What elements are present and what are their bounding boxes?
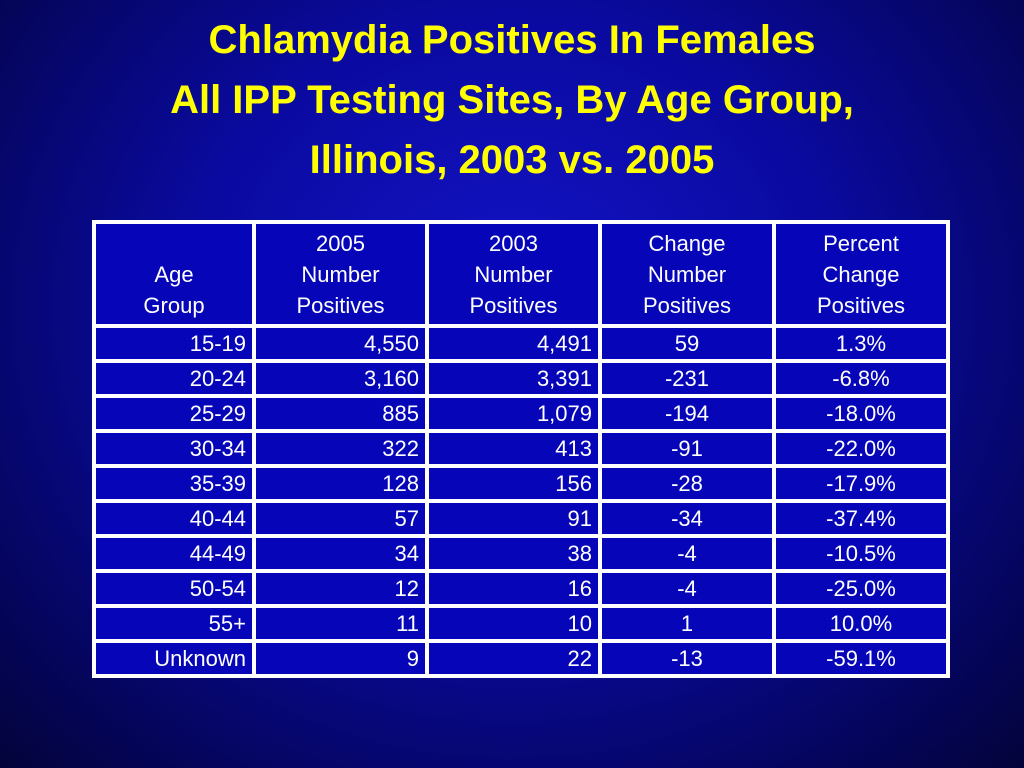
positives-2003-cell: 413 xyxy=(427,431,600,466)
header-line: Age xyxy=(154,261,194,287)
age-group-cell: 20-24 xyxy=(94,361,254,396)
positives-2003-cell: 91 xyxy=(427,501,600,536)
table-row: 25-29 885 1,079 -194 -18.0% xyxy=(94,396,948,431)
positives-2005-cell: 322 xyxy=(254,431,427,466)
age-group-cell: 40-44 xyxy=(94,501,254,536)
positives-2003-cell: 10 xyxy=(427,606,600,641)
percent-change-cell: -18.0% xyxy=(774,396,948,431)
age-group-cell: 30-34 xyxy=(94,431,254,466)
change-number-cell: -28 xyxy=(600,466,774,501)
percent-change-cell: -6.8% xyxy=(774,361,948,396)
change-number-cell: 59 xyxy=(600,326,774,361)
header-line xyxy=(102,228,246,259)
positives-2003-cell: 4,491 xyxy=(427,326,600,361)
header-line: Positives xyxy=(642,292,732,318)
header-line: Change xyxy=(822,261,900,287)
table-row: 55+ 11 10 1 10.0% xyxy=(94,606,948,641)
change-number-cell: 1 xyxy=(600,606,774,641)
positives-table: Age Group 2005 Number Positives 2003 Num… xyxy=(92,220,950,678)
positives-2005-cell: 34 xyxy=(254,536,427,571)
change-number-cell: -4 xyxy=(600,571,774,606)
header-line: Group xyxy=(143,292,205,318)
header-line: Change xyxy=(648,230,726,256)
change-number-cell: -13 xyxy=(600,641,774,676)
percent-change-cell: 10.0% xyxy=(774,606,948,641)
percent-change-cell: -10.5% xyxy=(774,536,948,571)
positives-2005-cell: 57 xyxy=(254,501,427,536)
title-line-1: Chlamydia Positives In Females xyxy=(208,18,816,62)
header-line: Positives xyxy=(469,292,558,318)
positives-2003-cell: 1,079 xyxy=(427,396,600,431)
positives-2005-cell: 4,550 xyxy=(254,326,427,361)
header-line: 2003 xyxy=(489,230,538,256)
change-number-cell: -231 xyxy=(600,361,774,396)
header-line: Positives xyxy=(296,292,385,318)
slide-title: Chlamydia Positives In Females All IPP T… xyxy=(0,10,1024,190)
table-row: 44-49 34 38 -4 -10.5% xyxy=(94,536,948,571)
header-age-group: Age Group xyxy=(94,222,254,326)
age-group-cell: Unknown xyxy=(94,641,254,676)
percent-change-cell: -37.4% xyxy=(774,501,948,536)
change-number-cell: -4 xyxy=(600,536,774,571)
positives-2003-cell: 156 xyxy=(427,466,600,501)
positives-2003-cell: 22 xyxy=(427,641,600,676)
percent-change-cell: 1.3% xyxy=(774,326,948,361)
table-row: 50-54 12 16 -4 -25.0% xyxy=(94,571,948,606)
table-row: Unknown 9 22 -13 -59.1% xyxy=(94,641,948,676)
age-group-cell: 25-29 xyxy=(94,396,254,431)
header-line: Number xyxy=(647,261,727,287)
positives-2005-cell: 3,160 xyxy=(254,361,427,396)
positives-2003-cell: 16 xyxy=(427,571,600,606)
percent-change-cell: -22.0% xyxy=(774,431,948,466)
percent-change-cell: -25.0% xyxy=(774,571,948,606)
header-percent-change: Percent Change Positives xyxy=(774,222,948,326)
header-row: Age Group 2005 Number Positives 2003 Num… xyxy=(94,222,948,326)
positives-2005-cell: 9 xyxy=(254,641,427,676)
table-row: 35-39 128 156 -28 -17.9% xyxy=(94,466,948,501)
age-group-cell: 55+ xyxy=(94,606,254,641)
age-group-cell: 44-49 xyxy=(94,536,254,571)
age-group-cell: 50-54 xyxy=(94,571,254,606)
header-line: Positives xyxy=(816,292,906,318)
table-row: 30-34 322 413 -91 -22.0% xyxy=(94,431,948,466)
header-2005: 2005 Number Positives xyxy=(254,222,427,326)
table-row: 40-44 57 91 -34 -37.4% xyxy=(94,501,948,536)
positives-2005-cell: 128 xyxy=(254,466,427,501)
header-line: 2005 xyxy=(316,230,365,256)
header-2003: 2003 Number Positives xyxy=(427,222,600,326)
change-number-cell: -91 xyxy=(600,431,774,466)
table-row: 20-24 3,160 3,391 -231 -6.8% xyxy=(94,361,948,396)
title-line-2: All IPP Testing Sites, By Age Group, xyxy=(170,78,854,122)
change-number-cell: -194 xyxy=(600,396,774,431)
positives-2005-cell: 12 xyxy=(254,571,427,606)
age-group-cell: 35-39 xyxy=(94,466,254,501)
table-row: 15-19 4,550 4,491 59 1.3% xyxy=(94,326,948,361)
header-change: Change Number Positives xyxy=(600,222,774,326)
percent-change-cell: -17.9% xyxy=(774,466,948,501)
title-line-3: Illinois, 2003 vs. 2005 xyxy=(309,138,715,182)
positives-2003-cell: 3,391 xyxy=(427,361,600,396)
header-line: Number xyxy=(474,261,553,287)
header-line: Percent xyxy=(823,230,899,256)
positives-2003-cell: 38 xyxy=(427,536,600,571)
age-group-cell: 15-19 xyxy=(94,326,254,361)
percent-change-cell: -59.1% xyxy=(774,641,948,676)
positives-2005-cell: 885 xyxy=(254,396,427,431)
change-number-cell: -34 xyxy=(600,501,774,536)
positives-2005-cell: 11 xyxy=(254,606,427,641)
header-line: Number xyxy=(301,261,380,287)
